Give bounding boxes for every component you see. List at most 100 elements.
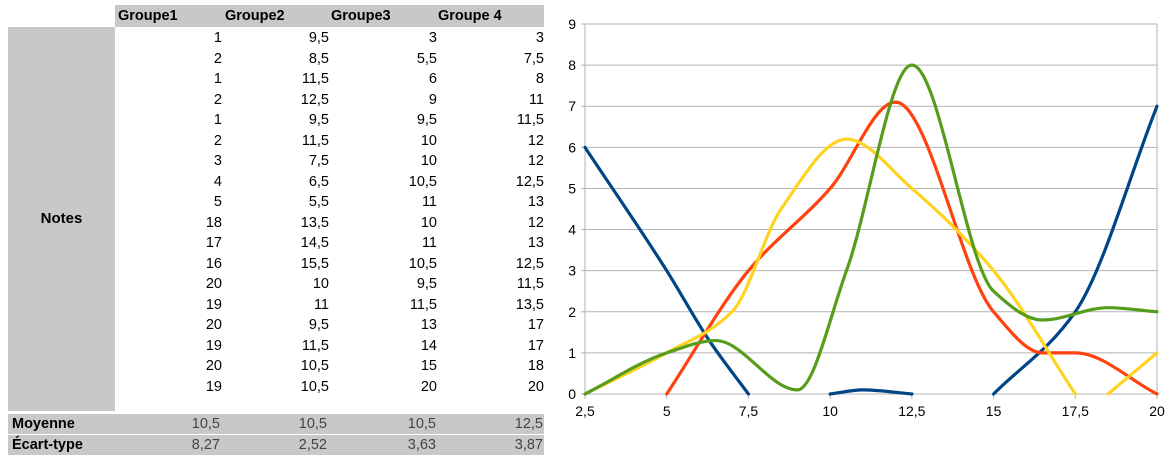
x-tick-label: 17,5 xyxy=(1062,403,1089,419)
table-cell: 12 xyxy=(527,153,544,169)
series-line xyxy=(991,104,1159,396)
table-cell: 16 xyxy=(205,255,222,272)
table-cell: 14,5 xyxy=(300,235,329,251)
table-cell: 7,5 xyxy=(308,153,329,169)
table-cell: 11 xyxy=(313,296,329,313)
y-tick-label: 9 xyxy=(568,16,576,32)
table-cell: 18 xyxy=(527,358,544,374)
table-cell: 20 xyxy=(205,276,222,292)
chart-grid xyxy=(581,23,1158,399)
y-tick-label: 4 xyxy=(568,222,576,238)
table-cell: 10 xyxy=(312,276,329,292)
ecart-type-groupe2: 2,52 xyxy=(298,437,327,453)
table-cell: 9,5 xyxy=(308,317,329,333)
table-cell: 10,5 xyxy=(408,255,437,272)
table-cell: 12,5 xyxy=(300,91,329,108)
ecart-type-groupe3: 3,63 xyxy=(407,437,436,453)
y-tick-label: 0 xyxy=(568,386,576,402)
table-cell: 11,5 xyxy=(301,337,329,354)
table-cell: 13 xyxy=(527,194,544,210)
series-line xyxy=(828,388,914,396)
moyenne-groupe3: 10,5 xyxy=(407,416,436,432)
table-cell: 10 xyxy=(420,132,437,149)
table-cell: 14 xyxy=(420,337,437,354)
table-cell: 3 xyxy=(535,30,544,46)
table-cell: 11,5 xyxy=(301,132,329,149)
table-cell: 10 xyxy=(420,153,437,169)
table-cell: 5,5 xyxy=(308,194,329,210)
table-cell: 17 xyxy=(205,235,222,251)
x-tick-label: 12,5 xyxy=(898,403,925,419)
table-cell: 11,5 xyxy=(516,112,544,128)
table-cell: 8 xyxy=(535,71,544,87)
footer-row-moyenne: Moyenne 10,5 10,5 10,5 12,5 xyxy=(8,414,544,434)
table-cell: 9,5 xyxy=(416,112,437,128)
series-line xyxy=(583,63,1159,396)
table-cell: 7,5 xyxy=(523,50,544,67)
y-axis-ticks: 0 1 2 3 4 5 6 7 8 9 xyxy=(568,16,576,402)
x-tick-label: 20 xyxy=(1149,403,1165,419)
ecart-type-groupe4: 3,87 xyxy=(514,437,543,453)
table-cell: 13 xyxy=(420,317,437,333)
y-tick-label: 7 xyxy=(568,98,576,114)
header-groupe2: Groupe2 xyxy=(225,8,285,24)
table-cell: 13,5 xyxy=(515,296,544,313)
y-tick-label: 3 xyxy=(568,263,576,279)
table-cell: 20 xyxy=(205,317,222,333)
footer-row-ecart-type: Écart-type 8,27 2,52 3,63 3,87 xyxy=(8,435,544,455)
table-cell: 12 xyxy=(527,214,544,231)
table-cell: 10,5 xyxy=(300,378,329,395)
table-cell: 1 xyxy=(213,112,222,128)
ecart-type-groupe1: 8,27 xyxy=(191,437,220,453)
table-cell: 12 xyxy=(527,132,544,149)
table-cell: 10,5 xyxy=(300,358,329,374)
series-line xyxy=(583,137,1077,396)
table-cell: 20 xyxy=(205,358,222,374)
line-chart: 2,5 5 7,5 10 12,5 15 17,5 20 0 1 2 3 4 5 6 7 8 9 xyxy=(568,16,1165,419)
header-groupe4: Groupe 4 xyxy=(438,8,502,24)
x-tick-label: 2,5 xyxy=(575,403,595,419)
table-cell: 15 xyxy=(420,358,437,374)
table-cell: 9,5 xyxy=(308,112,329,128)
table-cell: 6,5 xyxy=(308,173,329,190)
table-header-row: Groupe1 Groupe2 Groupe3 Groupe 4 xyxy=(115,5,544,27)
y-tick-label: 2 xyxy=(568,304,576,320)
table-cell: 5 xyxy=(213,194,222,210)
y-tick-label: 8 xyxy=(568,57,576,73)
table-cell: 3 xyxy=(428,30,437,46)
table-cell: 20 xyxy=(527,378,544,395)
table-cell: 9 xyxy=(428,91,437,108)
table-cell: 2 xyxy=(213,50,222,67)
spreadsheet-table: Groupe1 Groupe2 Groupe3 Groupe 4 Notes 1… xyxy=(0,0,548,460)
table-cell: 11 xyxy=(421,194,437,210)
table-cell: 19 xyxy=(205,296,222,313)
x-tick-label: 10 xyxy=(822,403,838,419)
series-line xyxy=(583,145,751,396)
x-tick-label: 15 xyxy=(986,403,1002,419)
x-tick-label: 5 xyxy=(663,403,671,419)
series-line xyxy=(1106,351,1159,396)
moyenne-groupe4: 12,5 xyxy=(514,416,543,432)
table-cell: 2 xyxy=(213,91,222,108)
table-cell: 11,5 xyxy=(301,71,329,87)
table-cell: 13,5 xyxy=(300,214,329,231)
y-tick-label: 1 xyxy=(568,345,576,361)
table-cell: 9,5 xyxy=(416,276,437,292)
table-cell: 1 xyxy=(213,30,222,46)
y-tick-label: 5 xyxy=(568,180,576,196)
table-cell: 20 xyxy=(420,378,437,395)
table-cell: 17 xyxy=(527,337,544,354)
table-cell: 12,5 xyxy=(515,255,544,272)
table-cell: 5,5 xyxy=(416,50,437,67)
table-cell: 10 xyxy=(420,214,437,231)
series-line xyxy=(665,100,1159,396)
row-label-column xyxy=(8,27,115,411)
table-cell: 11,5 xyxy=(516,276,544,292)
table-cell: 11 xyxy=(421,235,437,251)
moyenne-groupe1: 10,5 xyxy=(191,416,220,432)
table-cell: 17 xyxy=(527,317,544,333)
table-cell: 15,5 xyxy=(300,255,329,272)
table-cell: 19 xyxy=(205,378,222,395)
table-cell: 12,5 xyxy=(515,173,544,190)
header-groupe1: Groupe1 xyxy=(118,8,178,24)
